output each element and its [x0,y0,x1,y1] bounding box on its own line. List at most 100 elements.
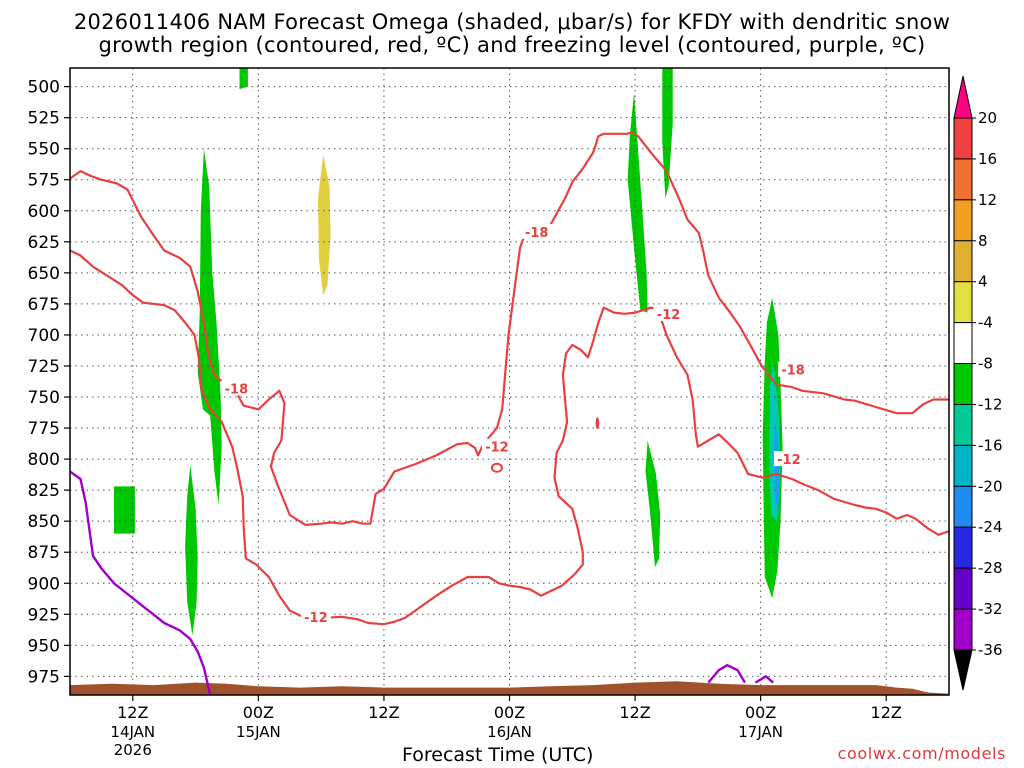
colorbar-box-9 [953,485,973,528]
y-tick-label-850: 850 [28,512,60,532]
contour-label-bg-6 [773,451,804,467]
y-tick-label-875: 875 [28,543,60,563]
chart-title-line-1: 2026011406 NAM Forecast Omega (shaded, μ… [73,10,951,34]
colorbar-box-7 [953,403,973,446]
colorbar-bottom-arrow [953,649,973,691]
colorbar-box-8 [953,444,973,487]
colorbar-label-7: -12 [978,395,1003,413]
contour-label-6: -12 [777,453,801,468]
contour-label-bg-0 [221,380,252,396]
credit-text: coolwx.com/models [837,744,1006,763]
omega-area-3 [239,68,248,90]
x-tick-label-78: 12Z [871,703,902,722]
colorbar-label-1: 16 [978,150,997,168]
y-tick-label-775: 775 [28,419,60,439]
x-tick-date-6: 14JAN [110,723,155,741]
y-tick-label-500: 500 [28,78,60,98]
omega-area-7 [645,440,661,568]
x-tick-date-42: 16JAN [487,723,532,741]
contour-small-cell [595,417,600,430]
colorbar-label-9: -20 [978,477,1003,495]
colorbar-label-6: -8 [978,355,993,373]
y-tick-label-550: 550 [28,140,60,160]
colorbar-box-2 [953,199,973,242]
x-tick-label-18: 00Z [243,703,274,722]
y-axis: 500 525 550 575 600 625 650 675 700 725 750 775 800 8… [28,78,70,687]
x-axis-title: Forecast Time (UTC) [402,744,594,766]
colorbar-box-1 [953,158,973,201]
terrain-fill [70,681,949,695]
colorbar-box-4 [953,281,973,324]
omega-area-5 [627,92,648,313]
colorbar-box-12 [953,608,973,651]
contour-label-0: -18 [225,382,249,397]
omega-area-10 [774,421,780,515]
y-tick-label-525: 525 [28,109,60,129]
y-tick-label-600: 600 [28,202,60,222]
contour-label-bg-5 [778,361,809,377]
y-tick-label-725: 725 [28,357,60,377]
y-tick-label-650: 650 [28,264,60,284]
colorbar-box-5 [953,322,973,365]
omega-area-6 [662,68,673,199]
y-tick-label-800: 800 [28,450,60,470]
y-tick-label-575: 575 [28,171,60,191]
contour-label-1: -12 [304,611,328,626]
contour--12 [69,249,950,626]
contour-label-5: -18 [781,364,805,379]
y-tick-label-950: 950 [28,636,60,656]
x-tick-label-42: 00Z [494,703,525,722]
contour-label-bg-4 [653,305,684,321]
contour-label-bg-2 [481,438,512,454]
x-tick-label-54: 12Z [619,703,650,722]
grid-layer [70,68,949,695]
chart-title-line-2: growth region (contoured, red, ºC) and f… [98,33,926,57]
colorbar-label-3: 8 [978,232,988,250]
colorbar-label-2: 12 [978,191,997,209]
colorbar-box-3 [953,240,973,283]
colorbar-label-11: -28 [978,559,1003,577]
y-tick-label-625: 625 [28,233,60,253]
freezing-level-segment-1 [707,664,746,684]
colorbar-label-13: -36 [978,641,1003,659]
colorbar-box-11 [953,567,973,610]
colorbar-label-12: -32 [978,600,1003,618]
colorbar-top-arrow [953,75,973,119]
x-tick-date-66: 17JAN [738,723,783,741]
colorbar-box-6 [953,363,973,405]
contour-label-3: -18 [525,226,549,241]
colorbar-label-8: -16 [978,436,1003,454]
y-tick-label-975: 975 [28,667,60,687]
freezing-level-segment-0 [69,470,212,696]
contour-label-bg-1 [300,608,331,624]
colorbar: 20 16 12 8 4 -4 -8 -12 -16 -20 -24 -28 -32 -36 [953,75,1003,691]
omega-area-1 [185,465,198,636]
freezing-level-segment-2 [754,675,774,684]
x-tick-label-66: 00Z [745,703,776,722]
colorbar-label-4: 4 [978,273,988,291]
colorbar-label-10: -24 [978,518,1003,536]
omega-area-2 [114,486,135,534]
contour-label-bg-3 [521,223,552,239]
y-tick-label-675: 675 [28,295,60,315]
x-tick-year-6: 2026 [114,741,152,759]
y-tick-label-750: 750 [28,388,60,408]
x-tick-date-18: 15JAN [236,723,281,741]
colorbar-label-5: -4 [978,314,993,332]
x-tick-label-30: 12Z [368,703,399,722]
contour-label-layer: -18 -12 -12 -18 -12 -18 -12 [221,223,809,626]
terrain-layer [70,681,949,695]
y-tick-label-700: 700 [28,326,60,346]
y-tick-label-825: 825 [28,481,60,501]
y-tick-label-900: 900 [28,574,60,594]
contour-label-4: -12 [657,308,681,323]
omega-area-4 [318,154,331,296]
colorbar-box-10 [953,526,973,569]
x-tick-label-6: 12Z [117,703,148,722]
colorbar-box-0 [953,117,973,160]
contour-label-2: -12 [485,441,509,456]
colorbar-label-0: 20 [978,109,997,127]
y-tick-label-925: 925 [28,605,60,625]
